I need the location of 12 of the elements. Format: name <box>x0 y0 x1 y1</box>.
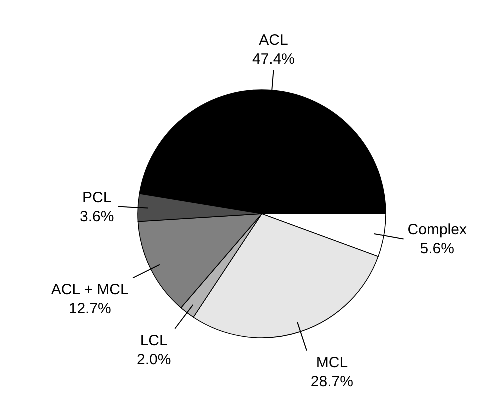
slice-label: LCL <box>140 332 168 350</box>
data-label: 47.4% <box>252 50 296 68</box>
slice-label: ACL + MCL <box>51 282 129 299</box>
slice-label: ACL <box>259 32 288 49</box>
data-label: 5.6% <box>420 240 454 258</box>
data-label: 3.6% <box>80 208 114 226</box>
slice-label: MCL <box>316 354 348 372</box>
data-label: 12.7% <box>68 300 112 318</box>
data-label: 28.7% <box>310 373 354 390</box>
slice-label: PCL <box>82 189 112 206</box>
slice-label: Complex <box>408 222 468 239</box>
data-label: 2.0% <box>136 351 172 368</box>
